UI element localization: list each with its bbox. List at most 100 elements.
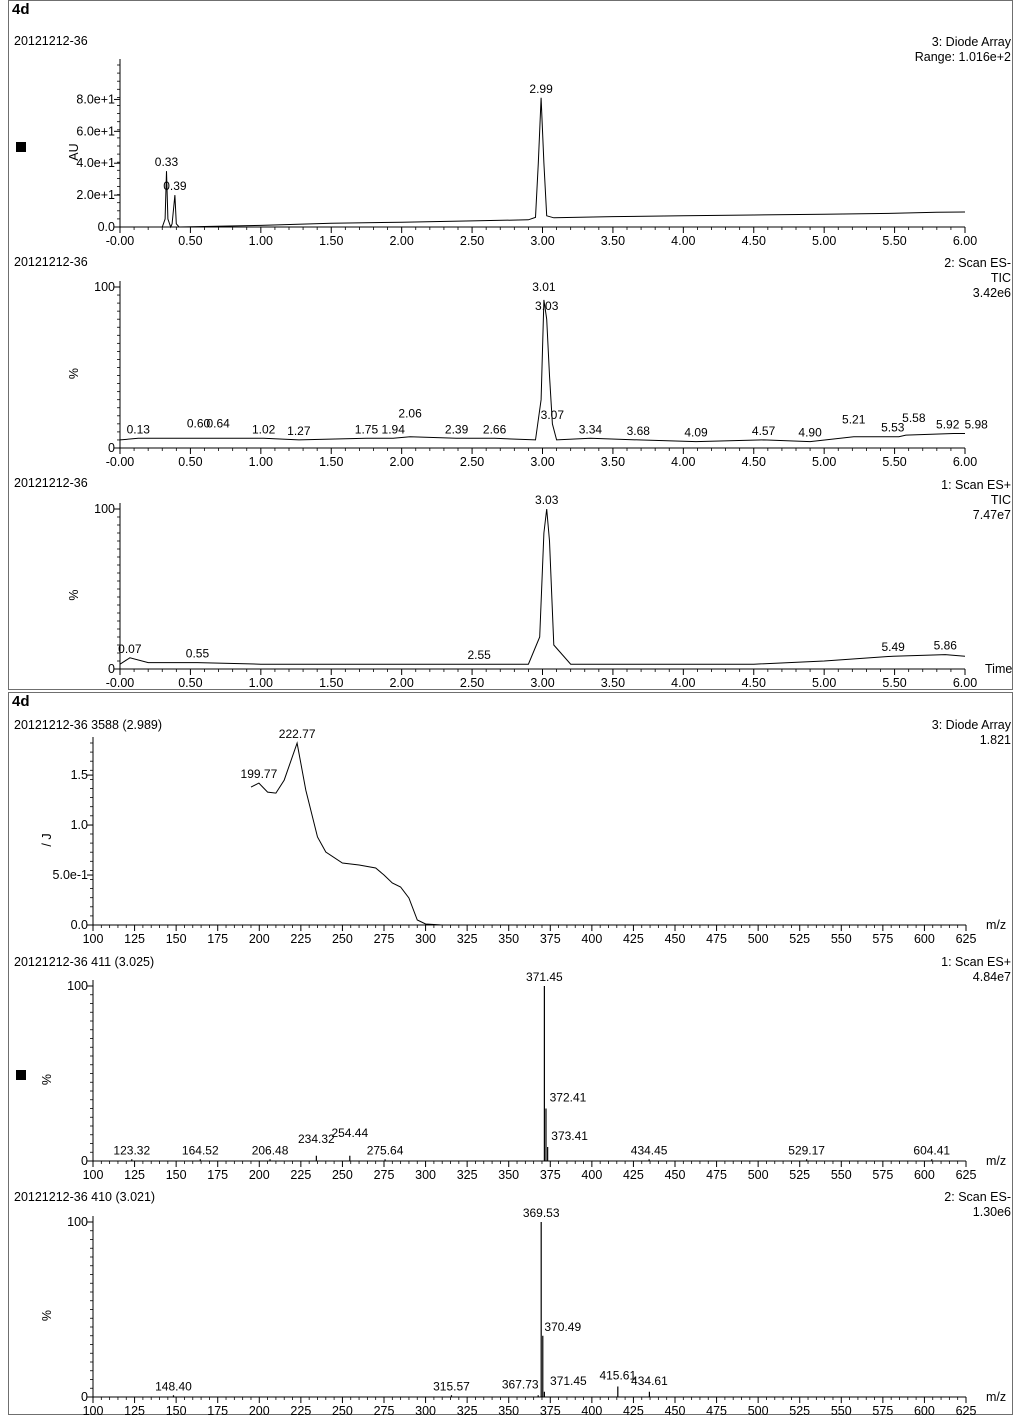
x-tick-label: 3.50 xyxy=(601,676,625,690)
x-tick-label: 200 xyxy=(249,932,270,946)
x-tick-label: 2.00 xyxy=(389,676,413,690)
y-tick-label: 100 xyxy=(94,280,115,294)
peak-label: 434.61 xyxy=(631,1374,668,1388)
y-tick-label: 0 xyxy=(108,441,115,455)
x-tick-label: 3.50 xyxy=(601,234,625,248)
peak-label: 2.66 xyxy=(483,422,507,436)
x-axis-label: Time xyxy=(985,662,1012,676)
peak-label: 3.03 xyxy=(535,299,559,313)
x-tick-label: 2.50 xyxy=(460,234,484,248)
x-tick-label: 3.00 xyxy=(530,455,554,469)
x-tick-label: 225 xyxy=(290,932,311,946)
x-tick-label: 5.50 xyxy=(882,676,906,690)
peak-label: 1.94 xyxy=(382,422,406,436)
sample-label: 20121212-36 xyxy=(14,255,88,269)
x-tick-label: 375 xyxy=(540,1168,561,1182)
peak-label: 373.41 xyxy=(551,1129,588,1143)
x-tick-label: 300 xyxy=(415,1168,436,1182)
trace-label-line: TIC xyxy=(990,493,1011,507)
peak-label: 148.40 xyxy=(155,1379,192,1393)
x-axis-label: m/z xyxy=(986,1390,1006,1404)
x-tick-label: 625 xyxy=(956,932,977,946)
x-tick-label: 350 xyxy=(498,1404,519,1415)
sheet-title: 4d xyxy=(12,1,30,18)
peak-label: 4.57 xyxy=(752,424,776,438)
sample-label: 20121212-36 411 (3.025) xyxy=(14,955,155,969)
x-tick-label: 150 xyxy=(166,932,187,946)
x-tick-label: 5.50 xyxy=(882,455,906,469)
y-tick-label: 5.0e-1 xyxy=(53,868,88,882)
y-axis-label: / J xyxy=(40,833,54,846)
trace-label: 2: Scan ES- TIC 3.42e6 xyxy=(944,256,1011,301)
x-tick-label: 450 xyxy=(665,932,686,946)
y-tick-label: 8.0e+1 xyxy=(76,92,115,106)
series-line xyxy=(120,97,966,229)
x-tick-label: 425 xyxy=(623,1404,644,1415)
sample-label: 20121212-36 xyxy=(14,476,88,490)
x-tick-label: 1.50 xyxy=(319,455,343,469)
x-tick-label: 500 xyxy=(748,1168,769,1182)
trace-label-line: 3.42e6 xyxy=(972,286,1011,300)
x-tick-label: 550 xyxy=(831,1404,852,1415)
x-tick-label: 450 xyxy=(665,1404,686,1415)
x-tick-label: 3.50 xyxy=(601,455,625,469)
peak-label: 222.77 xyxy=(279,727,316,741)
y-tick-label: 6.0e+1 xyxy=(76,124,115,138)
peak-label: 3.01 xyxy=(532,280,556,294)
peak-label: 254.44 xyxy=(331,1126,368,1140)
x-tick-label: 300 xyxy=(415,1404,436,1415)
x-tick-label: 250 xyxy=(332,932,353,946)
sheet-title: 4d xyxy=(12,693,30,710)
trace-label: 3: Diode Array 1.821 xyxy=(932,718,1011,748)
x-tick-label: 425 xyxy=(623,1168,644,1182)
trace-label-line: 2: Scan ES- xyxy=(944,1190,1011,1204)
peak-label: 4.09 xyxy=(684,426,708,440)
x-tick-label: 275 xyxy=(374,1404,395,1415)
x-tick-label: 200 xyxy=(249,1168,270,1182)
peak-label: 5.86 xyxy=(934,639,958,653)
x-tick-label: 375 xyxy=(540,932,561,946)
x-tick-label: 0.50 xyxy=(178,234,202,248)
x-tick-label: 475 xyxy=(706,932,727,946)
trace-label-line: 1.30e6 xyxy=(972,1205,1011,1219)
x-tick-label: -0.00 xyxy=(106,455,135,469)
series-line xyxy=(119,299,965,443)
peak-label: 371.45 xyxy=(526,970,563,984)
y-tick-label: 2.0e+1 xyxy=(76,188,115,202)
x-tick-label: 325 xyxy=(457,1168,478,1182)
x-tick-label: 1.50 xyxy=(319,234,343,248)
x-tick-label: 3.00 xyxy=(530,234,554,248)
x-tick-label: 4.00 xyxy=(671,234,695,248)
trace-label: 1: Scan ES+ TIC 7.47e7 xyxy=(941,478,1011,523)
x-tick-label: -0.00 xyxy=(106,234,135,248)
y-tick-label: 0 xyxy=(108,662,115,676)
x-tick-label: 1.00 xyxy=(249,676,273,690)
x-tick-label: 2.50 xyxy=(460,455,484,469)
peak-label: 164.52 xyxy=(182,1143,219,1157)
x-tick-label: 275 xyxy=(374,1168,395,1182)
peak-label: 2.39 xyxy=(445,422,469,436)
x-tick-label: 125 xyxy=(124,1168,145,1182)
peak-label: 234.32 xyxy=(298,1132,335,1146)
x-tick-label: 200 xyxy=(249,1404,270,1415)
x-tick-label: 4.00 xyxy=(671,676,695,690)
x-tick-label: 150 xyxy=(166,1168,187,1182)
peak-label: 0.64 xyxy=(206,416,230,430)
x-tick-label: 450 xyxy=(665,1168,686,1182)
peak-label: 315.57 xyxy=(433,1379,470,1393)
y-tick-label: 0.0 xyxy=(71,918,88,932)
x-tick-label: 250 xyxy=(332,1168,353,1182)
x-tick-label: 475 xyxy=(706,1168,727,1182)
x-tick-label: 0.50 xyxy=(178,676,202,690)
x-tick-label: 275 xyxy=(374,932,395,946)
x-tick-label: 375 xyxy=(540,1404,561,1415)
trace-label-line: 1.821 xyxy=(979,733,1011,747)
x-tick-label: 5.00 xyxy=(812,455,836,469)
y-tick-label: 0.0 xyxy=(98,220,115,234)
peak-label: 5.21 xyxy=(842,413,866,427)
x-tick-label: 525 xyxy=(789,1168,810,1182)
peak-label: 372.41 xyxy=(550,1091,587,1105)
peak-label: 5.49 xyxy=(881,640,905,654)
x-tick-label: 6.00 xyxy=(953,676,977,690)
peak-label: 0.55 xyxy=(186,647,210,661)
